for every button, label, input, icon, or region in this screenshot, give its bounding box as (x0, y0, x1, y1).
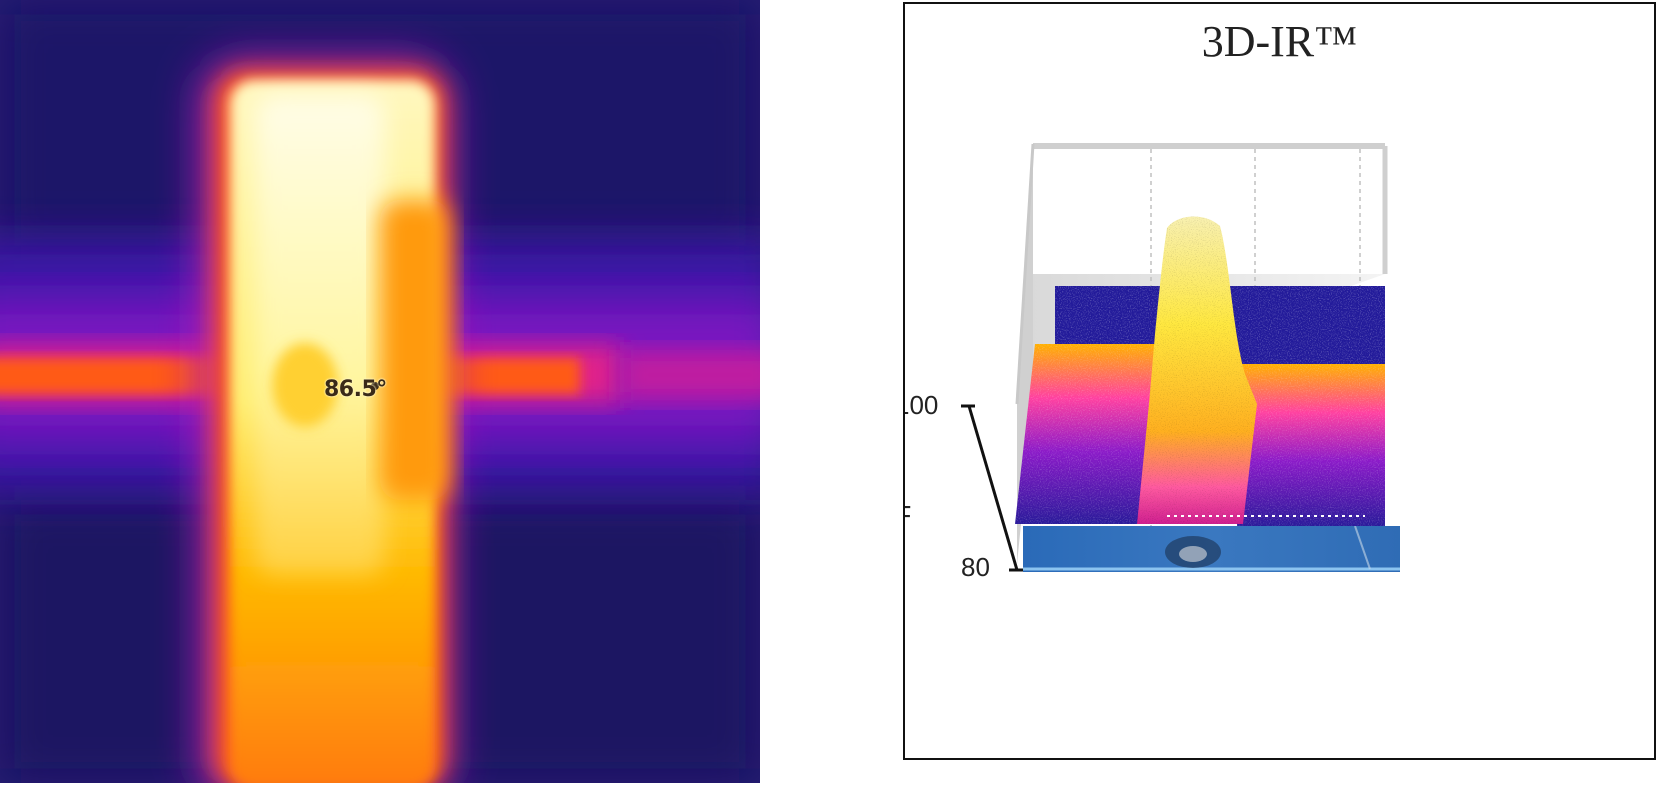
z-axis-line (967, 405, 1019, 571)
ir3d-surface (961, 143, 1400, 572)
z-tick-80: 80 (961, 552, 990, 582)
thermal-image: 86.5° (0, 0, 760, 783)
ir3d-plot: 3D-IR™ (903, 2, 1656, 760)
thermal-heatmap (0, 0, 760, 783)
spot-temperature-label: 86.5° (324, 377, 387, 402)
plot-title: 3D-IR™ (1201, 17, 1358, 66)
z-axis-unit: °F (905, 500, 911, 532)
z-tick-100: 100 (905, 390, 939, 420)
